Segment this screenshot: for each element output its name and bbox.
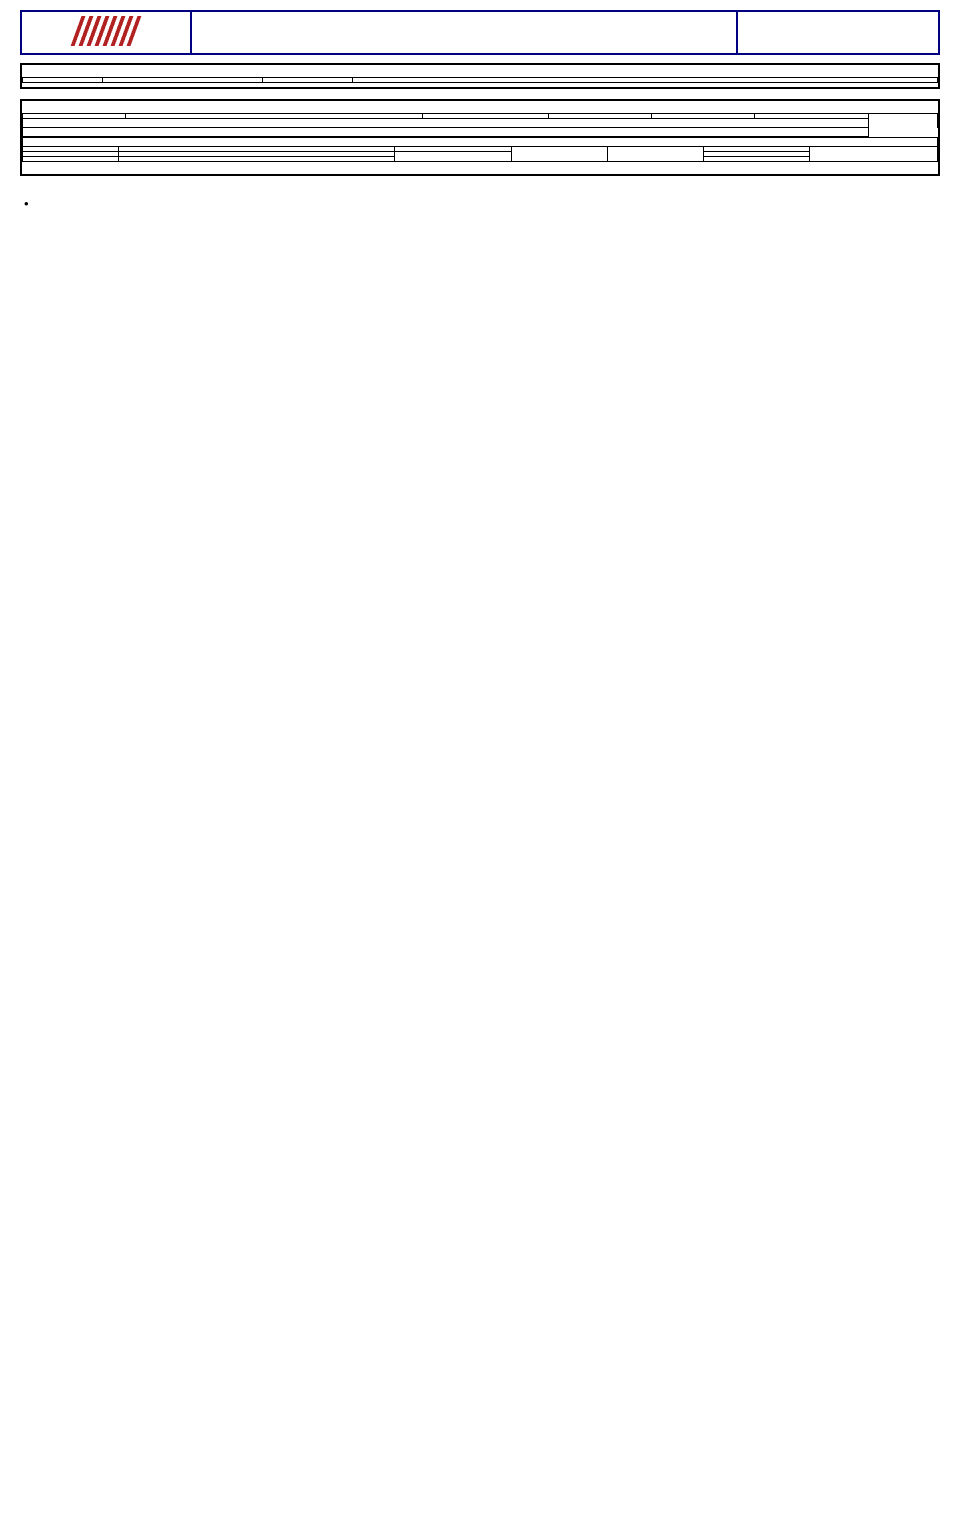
zemni-box [20, 99, 940, 176]
sub-me2 [23, 128, 869, 137]
sestavy-box [20, 63, 940, 89]
side-note [875, 117, 879, 125]
bullet-note: • [20, 186, 940, 221]
col-kod [23, 78, 103, 83]
cell [118, 157, 395, 162]
sestavy-sub2 [22, 83, 938, 87]
cell [512, 147, 608, 162]
zemni-me3-table [22, 137, 938, 162]
cell [608, 147, 704, 162]
title-cell [192, 12, 738, 53]
zemni-header-table [22, 113, 938, 137]
zemni-title [22, 101, 938, 113]
logo-bars-icon [71, 16, 142, 46]
col-pozn [353, 78, 938, 83]
cell [23, 157, 119, 162]
sub-me3 [23, 138, 938, 147]
part-cell [738, 12, 938, 53]
page-header [20, 10, 940, 55]
logo-cell [22, 12, 192, 53]
cell [810, 147, 938, 162]
sestavy-title [22, 65, 938, 73]
cell [703, 157, 809, 162]
col-cena [263, 78, 353, 83]
acc-title [22, 162, 938, 174]
col-typ [103, 78, 263, 83]
sub-me4 [23, 119, 869, 128]
cell [395, 152, 512, 162]
